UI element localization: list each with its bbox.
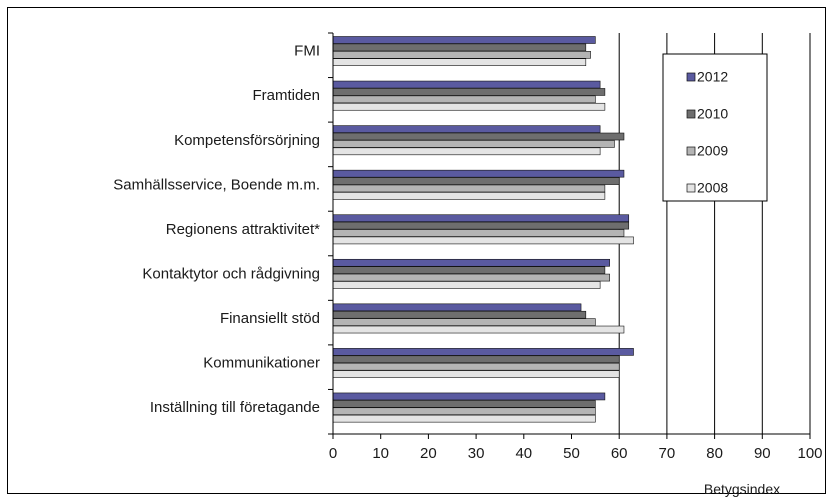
bar-2010-7 xyxy=(332,310,587,319)
bar-2008-9 xyxy=(332,414,596,423)
category-label: Finansiellt stöd xyxy=(220,310,320,327)
x-tick-label-70: 70 xyxy=(659,445,676,462)
bar-2008-5 xyxy=(332,236,634,245)
bars xyxy=(332,36,634,423)
x-tick-label-20: 20 xyxy=(420,445,437,462)
bar-2012-1 xyxy=(332,36,596,44)
bar-2010-5 xyxy=(332,221,630,230)
bar-2009-6 xyxy=(332,273,610,282)
legend-label-2010: 2010 xyxy=(697,106,728,122)
legend-label-2009: 2009 xyxy=(697,143,728,159)
legend-swatch-2008 xyxy=(686,183,696,193)
x-tick-label-10: 10 xyxy=(372,445,389,462)
bar-2012-4 xyxy=(332,169,625,178)
legend-label-2012: 2012 xyxy=(697,69,728,85)
legend: 2012 2010 2009 2008 xyxy=(662,53,768,202)
bar-2010-1 xyxy=(332,43,587,52)
bar-2009-7 xyxy=(332,318,596,326)
bar-2008-1 xyxy=(332,58,587,67)
bar-2012-6 xyxy=(332,258,610,267)
category-label: Kompetensförsörjning xyxy=(174,132,320,149)
bar-2012-9 xyxy=(332,392,606,401)
category-label: Kommunikationer xyxy=(203,355,320,372)
bar-2009-8 xyxy=(332,362,620,371)
bar-2008-7 xyxy=(332,325,625,334)
bar-2010-3 xyxy=(332,132,625,141)
category-label: Inställning till företagande xyxy=(150,399,320,416)
bar-2008-8 xyxy=(332,370,620,378)
legend-swatch-2012 xyxy=(686,72,696,82)
bar-2009-2 xyxy=(332,95,596,104)
legend-swatch-2009 xyxy=(686,146,696,156)
category-labels: FMI Framtiden Kompetensförsörjning Samhälls… xyxy=(113,43,320,416)
x-tick-label-90: 90 xyxy=(754,445,771,462)
category-label: Framtiden xyxy=(252,87,320,104)
bar-2012-5 xyxy=(332,214,630,223)
bar-2008-3 xyxy=(332,147,601,156)
x-axis: 0 10 20 30 40 50 60 70 80 90 100 xyxy=(328,32,823,462)
category-label: Regionens attraktivitet* xyxy=(166,221,320,238)
x-tick-label-60: 60 xyxy=(611,445,628,462)
bar-2012-3 xyxy=(332,125,601,133)
bar-2009-9 xyxy=(332,407,596,416)
legend-label-2008: 2008 xyxy=(697,180,728,196)
category-label: Kontaktytor och rådgivning xyxy=(142,265,320,282)
category-label: FMI xyxy=(294,43,320,60)
bar-2008-2 xyxy=(332,102,606,111)
bar-2009-5 xyxy=(332,229,625,237)
x-tick-label-0: 0 xyxy=(329,445,337,462)
x-tick-label-80: 80 xyxy=(706,445,723,462)
legend-box xyxy=(662,53,768,202)
bar-2008-6 xyxy=(332,281,601,289)
x-tick-label-50: 50 xyxy=(563,445,580,462)
x-tick-label-30: 30 xyxy=(468,445,485,462)
bar-2010-6 xyxy=(332,266,606,274)
bar-2012-2 xyxy=(332,80,601,89)
bar-2009-3 xyxy=(332,140,615,148)
x-tick-label-100: 100 xyxy=(797,445,822,462)
x-axis-title: Betygsindex xyxy=(704,481,780,497)
bar-2012-8 xyxy=(332,348,634,356)
bar-2008-4 xyxy=(332,192,606,200)
bar-2010-2 xyxy=(332,88,606,96)
bar-2009-4 xyxy=(332,184,606,193)
bar-2010-9 xyxy=(332,400,596,408)
bar-2009-1 xyxy=(332,50,591,59)
category-label: Samhällsservice, Boende m.m. xyxy=(113,176,320,193)
x-tick-label-40: 40 xyxy=(515,445,532,462)
bar-2010-8 xyxy=(332,355,620,364)
bar-2012-7 xyxy=(332,303,582,312)
legend-swatch-2010 xyxy=(686,109,696,119)
bar-2010-4 xyxy=(332,177,620,185)
